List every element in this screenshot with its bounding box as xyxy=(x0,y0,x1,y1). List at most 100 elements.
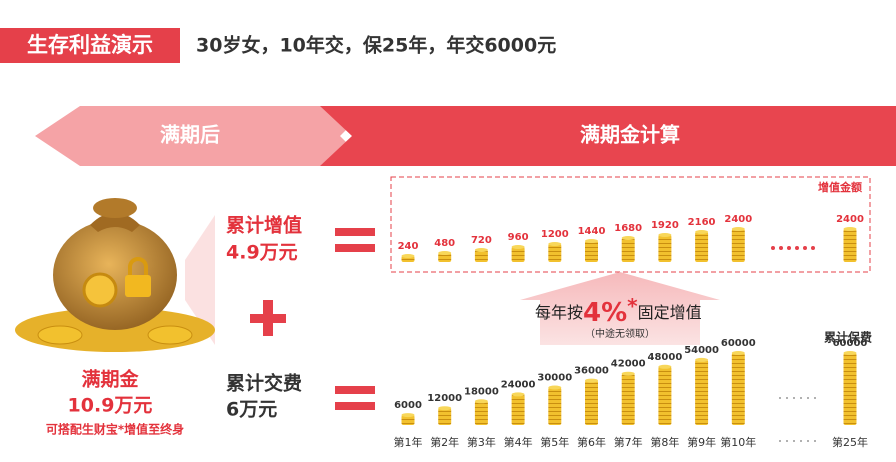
rate-note: （中途无领取） xyxy=(585,327,655,340)
value-label: 960 xyxy=(508,232,529,243)
equals xyxy=(335,228,375,236)
banner-left-text: 满期后 xyxy=(160,123,220,147)
value-label: 2400 xyxy=(724,214,752,225)
coin-top xyxy=(548,242,562,246)
coin-top xyxy=(585,239,598,243)
coin-top xyxy=(438,406,452,411)
premium-amount: 6万元 xyxy=(226,399,277,421)
value-label: 36000 xyxy=(574,366,609,377)
coin-stack xyxy=(438,408,452,425)
value-label: 240 xyxy=(398,241,419,252)
banner-right xyxy=(320,106,896,166)
banner-right-text: 满期金计算 xyxy=(580,123,680,147)
coin-stack xyxy=(731,229,745,262)
coin-top xyxy=(843,351,857,355)
gain-amount: 4.9万元 xyxy=(226,242,298,264)
coin-stack xyxy=(843,353,857,425)
value-label: 6000 xyxy=(394,400,422,411)
year-label: 第7年 xyxy=(614,435,643,449)
coin-stack xyxy=(695,359,709,425)
coin-stack xyxy=(585,380,598,425)
rate-text: 每年按4%*固定增值 xyxy=(535,294,702,328)
coin-stack xyxy=(843,229,857,262)
coin-top xyxy=(585,378,598,383)
coin-top xyxy=(695,357,709,362)
banner-left xyxy=(35,106,370,166)
coin-top xyxy=(695,230,709,234)
premium-label: 累计交费 xyxy=(226,372,302,395)
coin-stack xyxy=(474,250,488,262)
coin-stack xyxy=(548,244,562,262)
year-label: 第25年 xyxy=(832,435,868,449)
coin-top xyxy=(548,385,562,390)
coin-stack xyxy=(474,401,488,425)
up-arrow xyxy=(520,272,720,345)
value-label: 54000 xyxy=(684,345,719,356)
coin-top xyxy=(658,233,672,237)
value-label: 60000 xyxy=(721,338,756,349)
coin-stack xyxy=(621,238,635,262)
value-label: 1200 xyxy=(541,229,569,240)
coin-stack xyxy=(695,232,709,262)
equals xyxy=(335,402,375,410)
value-label: 48000 xyxy=(648,352,683,363)
coin-stack xyxy=(438,253,452,262)
coin-top xyxy=(843,227,857,231)
equals xyxy=(335,386,375,394)
year-label: 第9年 xyxy=(687,435,716,449)
value-label: 42000 xyxy=(611,359,646,370)
coin-top xyxy=(511,392,525,397)
year-label: 第4年 xyxy=(504,435,533,449)
value-label: 18000 xyxy=(464,386,499,397)
equals xyxy=(335,244,375,252)
coin-top xyxy=(438,251,452,255)
value-label: 60000 xyxy=(833,338,868,349)
value-label: 30000 xyxy=(537,373,572,384)
coin-stack xyxy=(585,241,598,262)
year-label: 第8年 xyxy=(650,435,679,449)
coin-stack xyxy=(658,235,672,262)
year-label: 第10年 xyxy=(720,435,756,449)
year-label: 第3年 xyxy=(467,435,496,449)
coin-top xyxy=(621,236,635,240)
value-label: 24000 xyxy=(501,379,536,390)
glow xyxy=(185,215,215,345)
coin-stack xyxy=(658,366,672,425)
value-label: 480 xyxy=(434,238,455,249)
ellipsis xyxy=(771,246,815,250)
year-label: 第5年 xyxy=(540,435,569,449)
maturity-amount: 10.9万元 xyxy=(68,395,153,417)
subtitle: 30岁女，10年交，保25年，年交6000元 xyxy=(196,34,556,57)
plus xyxy=(263,300,273,336)
money-bag xyxy=(15,198,215,352)
value-label: 12000 xyxy=(427,393,462,404)
year-label: 第6年 xyxy=(577,435,606,449)
coin-top xyxy=(401,413,415,418)
value-label: 1680 xyxy=(614,223,642,234)
coin-stack xyxy=(401,415,415,425)
premium-title: 累计保费 xyxy=(824,330,872,345)
coin-stack xyxy=(731,353,745,425)
value-label: 720 xyxy=(471,235,492,246)
coin-top xyxy=(621,371,635,376)
gain-label: 累计增值 xyxy=(226,214,302,237)
tag: 生存利益演示 xyxy=(27,33,153,57)
year-label: 第2年 xyxy=(430,435,459,449)
coin-stack xyxy=(511,247,525,262)
coin-stack xyxy=(621,373,635,425)
coin-top xyxy=(511,245,525,249)
coin-stack xyxy=(548,387,562,425)
coin-top xyxy=(474,248,488,252)
gain-box xyxy=(390,176,871,273)
coin-top xyxy=(731,227,745,231)
value-label: 1920 xyxy=(651,220,679,231)
value-label: 1440 xyxy=(578,226,606,237)
coin-top xyxy=(731,351,745,355)
year-label: 第1年 xyxy=(394,435,423,449)
tag-bg xyxy=(0,28,180,63)
maturity-note: 可搭配生财宝*增值至终身 xyxy=(46,422,184,437)
coin-top xyxy=(401,254,415,258)
gain-box-title: 增值金额 xyxy=(818,180,862,194)
value-label: 2160 xyxy=(688,217,716,228)
